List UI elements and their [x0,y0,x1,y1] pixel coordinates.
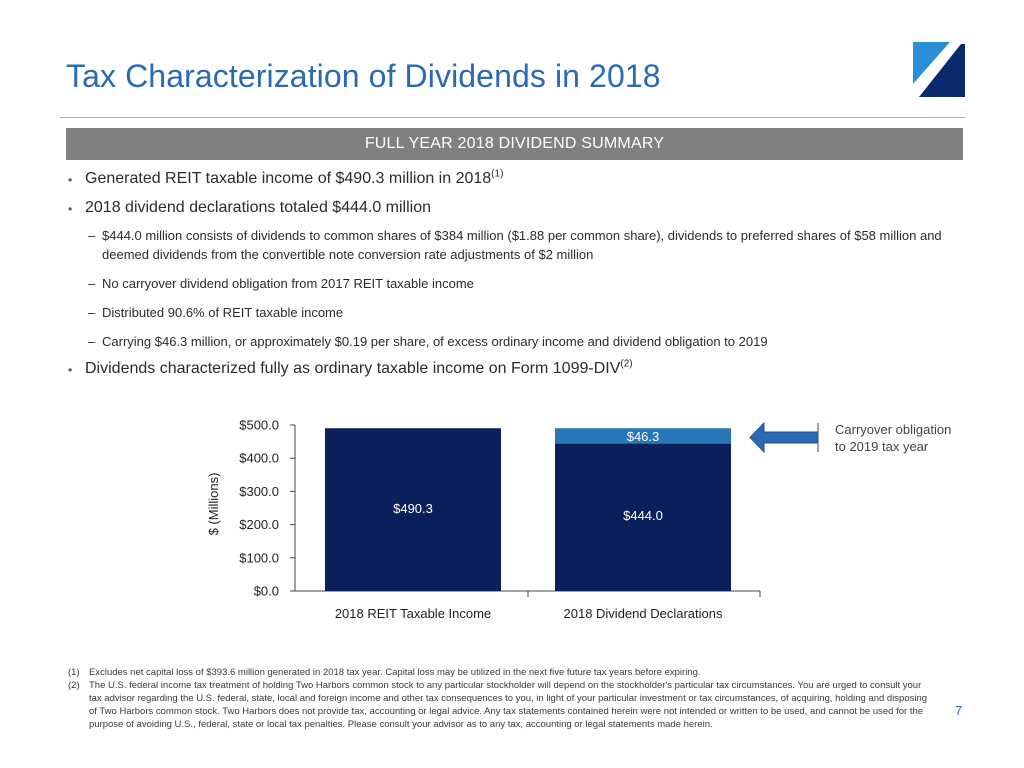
footnotes: (1) Excludes net capital loss of $393.6 m… [68,666,928,731]
bar-segment [555,428,731,444]
annotation-line-1: Carryover obligation [835,422,951,437]
y-tick-label: $400.0 [239,451,279,466]
sub-bullet-item: $444.0 million consists of dividends to … [68,226,968,264]
y-axis-label: $ (Millions) [206,473,221,536]
bullet-text: Generated REIT taxable income of $490.3 … [85,170,492,187]
bar-value-label: $46.3 [627,429,660,444]
bar-value-label: $490.3 [393,501,433,516]
bar-segment [555,443,731,591]
bullet-list: Generated REIT taxable income of $490.3 … [68,168,968,380]
sub-bullet-item: No carryover dividend obligation from 20… [68,274,968,293]
footnote-text: Excludes net capital loss of $393.6 mill… [89,667,701,678]
annotation-line-2: to 2019 tax year [835,439,929,454]
y-tick-label: $200.0 [239,517,279,532]
footnote-item: (1) Excludes net capital loss of $393.6 m… [68,666,928,679]
carryover-arrow-icon [749,421,819,454]
y-tick-label: $500.0 [239,418,279,433]
sub-bullet-item: Distributed 90.6% of REIT taxable income [68,303,968,322]
page-number: 7 [955,703,963,718]
footnote-ref: (2) [620,358,633,370]
bar-value-label: $444.0 [623,508,663,523]
x-category-label: 2018 REIT Taxable Income [335,606,491,621]
footnote-ref: (1) [491,168,504,180]
title-divider [60,117,965,118]
bullet-text: 2018 dividend declarations totaled $444.… [85,199,432,216]
bullet-item: 2018 dividend declarations totaled $444.… [68,199,968,219]
footnote-item: (2) The U.S. federal income tax treatment… [68,679,928,731]
footnote-text: The U.S. federal income tax treatment of… [89,680,928,730]
y-tick-label: $0.0 [254,584,279,599]
x-category-label: 2018 Dividend Declarations [564,606,723,621]
y-tick-label: $300.0 [239,484,279,499]
bullet-item: Generated REIT taxable income of $490.3 … [68,168,968,190]
sub-bullet-item: Carrying $46.3 million, or approximately… [68,332,968,351]
dividend-bar-chart: $0.0 $100.0 $200.0 $300.0 $400.0 $500.0 $490.… [206,418,951,622]
bullet-text: Dividends characterized fully as ordinar… [85,360,621,377]
page-title: Tax Characterization of Dividends in 201… [66,58,661,94]
bullet-item: Dividends characterized fully as ordinar… [68,358,968,380]
y-tick-label: $100.0 [239,550,279,565]
bar-segment [325,428,501,591]
footnote-number: (2) [68,680,80,691]
section-banner: FULL YEAR 2018 DIVIDEND SUMMARY [66,128,963,160]
company-logo-icon [913,42,965,97]
footnote-number: (1) [68,667,80,678]
